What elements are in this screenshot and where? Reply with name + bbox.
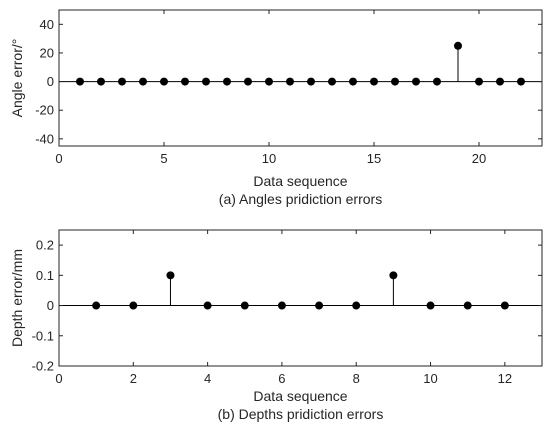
angle-error-chart: 0 5 10 15 20 -40 -20 0 20 40 Data sequence Angle …: [9, 9, 543, 207]
data-point: [181, 77, 189, 86]
figure-caption: (a) Angles pridiction errors: [219, 191, 382, 207]
data-point: [118, 77, 126, 86]
x-tick-label: 15: [367, 151, 381, 166]
data-marks: [76, 41, 525, 86]
data-point: [500, 301, 509, 310]
data-point: [352, 301, 361, 310]
x-tick-label: 0: [55, 371, 62, 386]
data-point: [97, 77, 105, 86]
data-point: [370, 77, 378, 86]
data-point: [129, 301, 138, 310]
y-tick-label: -0.2: [32, 359, 54, 374]
data-point: [389, 271, 398, 280]
x-axis-label: Data sequence: [253, 173, 347, 189]
data-point: [166, 271, 175, 280]
data-point: [160, 77, 168, 86]
data-point: [433, 77, 441, 86]
data-point: [463, 301, 472, 310]
x-tick-label: 10: [423, 371, 437, 386]
data-point: [92, 301, 101, 310]
depth-error-chart: 0 2 4 6 8 10 12 -0.2 -0.1 0 0.1 0.2 Data sequence D…: [9, 229, 543, 422]
data-point: [496, 77, 504, 86]
data-point: [328, 77, 336, 86]
data-point: [240, 301, 249, 310]
x-tick-label: 5: [160, 151, 167, 166]
data-point: [203, 301, 212, 310]
data-point: [517, 77, 525, 86]
figure-caption: (b) Depths pridiction errors: [218, 406, 384, 422]
y-tick-label: 0.2: [36, 238, 54, 253]
y-tick-label: -0.1: [32, 328, 54, 343]
data-point: [426, 301, 435, 310]
data-point: [139, 77, 147, 86]
plot-area-frame: [58, 229, 543, 367]
plot-area-frame: [58, 9, 543, 147]
data-point: [412, 77, 420, 86]
x-tick-label: 12: [498, 371, 512, 386]
x-tick-label: 6: [278, 371, 285, 386]
x-tick-label: 2: [130, 371, 137, 386]
data-point: [286, 77, 294, 86]
data-point: [265, 77, 273, 86]
data-point: [475, 77, 483, 86]
x-tick-label: 4: [204, 371, 211, 386]
y-tick-label: -40: [35, 131, 54, 146]
data-point: [349, 77, 357, 86]
axis-ticks: 0 5 10 15 20 -40 -20 0 20 40: [35, 10, 542, 166]
x-tick-label: 0: [55, 151, 62, 166]
data-point: [391, 77, 399, 86]
x-tick-label: 10: [262, 151, 276, 166]
y-axis-label: Depth error/mm: [9, 249, 25, 347]
data-point: [202, 77, 210, 86]
axis-ticks: 0 2 4 6 8 10 12 -0.2 -0.1 0 0.1 0.2: [32, 230, 542, 386]
x-tick-label: 20: [472, 151, 486, 166]
data-point: [277, 301, 286, 310]
y-tick-label: 0.1: [36, 268, 54, 283]
x-axis-label: Data sequence: [253, 388, 347, 404]
y-tick-label: 40: [40, 17, 54, 32]
data-point: [315, 301, 324, 310]
data-point: [307, 77, 315, 86]
data-point: [76, 77, 84, 86]
data-marks: [92, 271, 509, 310]
y-tick-label: 20: [40, 45, 54, 60]
data-point: [454, 41, 462, 50]
x-tick-label: 8: [353, 371, 360, 386]
y-tick-label: 0: [47, 298, 54, 313]
y-tick-label: 0: [47, 74, 54, 89]
data-point: [223, 77, 231, 86]
y-tick-label: -20: [35, 103, 54, 118]
y-axis-label: Angle error/°: [9, 39, 25, 118]
data-point: [244, 77, 252, 86]
